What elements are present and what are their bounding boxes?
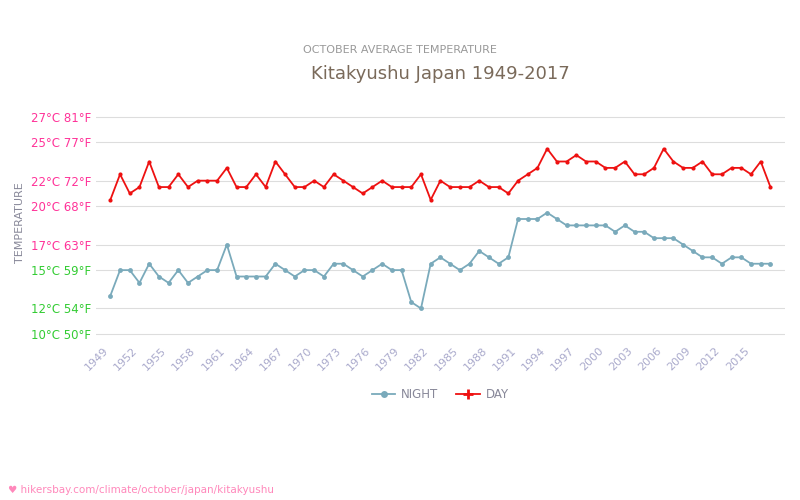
Title: Kitakyushu Japan 1949-2017: Kitakyushu Japan 1949-2017 [311,65,570,83]
Legend: NIGHT, DAY: NIGHT, DAY [367,383,514,406]
Y-axis label: TEMPERATURE: TEMPERATURE [15,182,25,262]
Text: ♥ hikersbay.com/climate/october/japan/kitakyushu: ♥ hikersbay.com/climate/october/japan/ki… [8,485,274,495]
Text: OCTOBER AVERAGE TEMPERATURE: OCTOBER AVERAGE TEMPERATURE [303,45,497,55]
